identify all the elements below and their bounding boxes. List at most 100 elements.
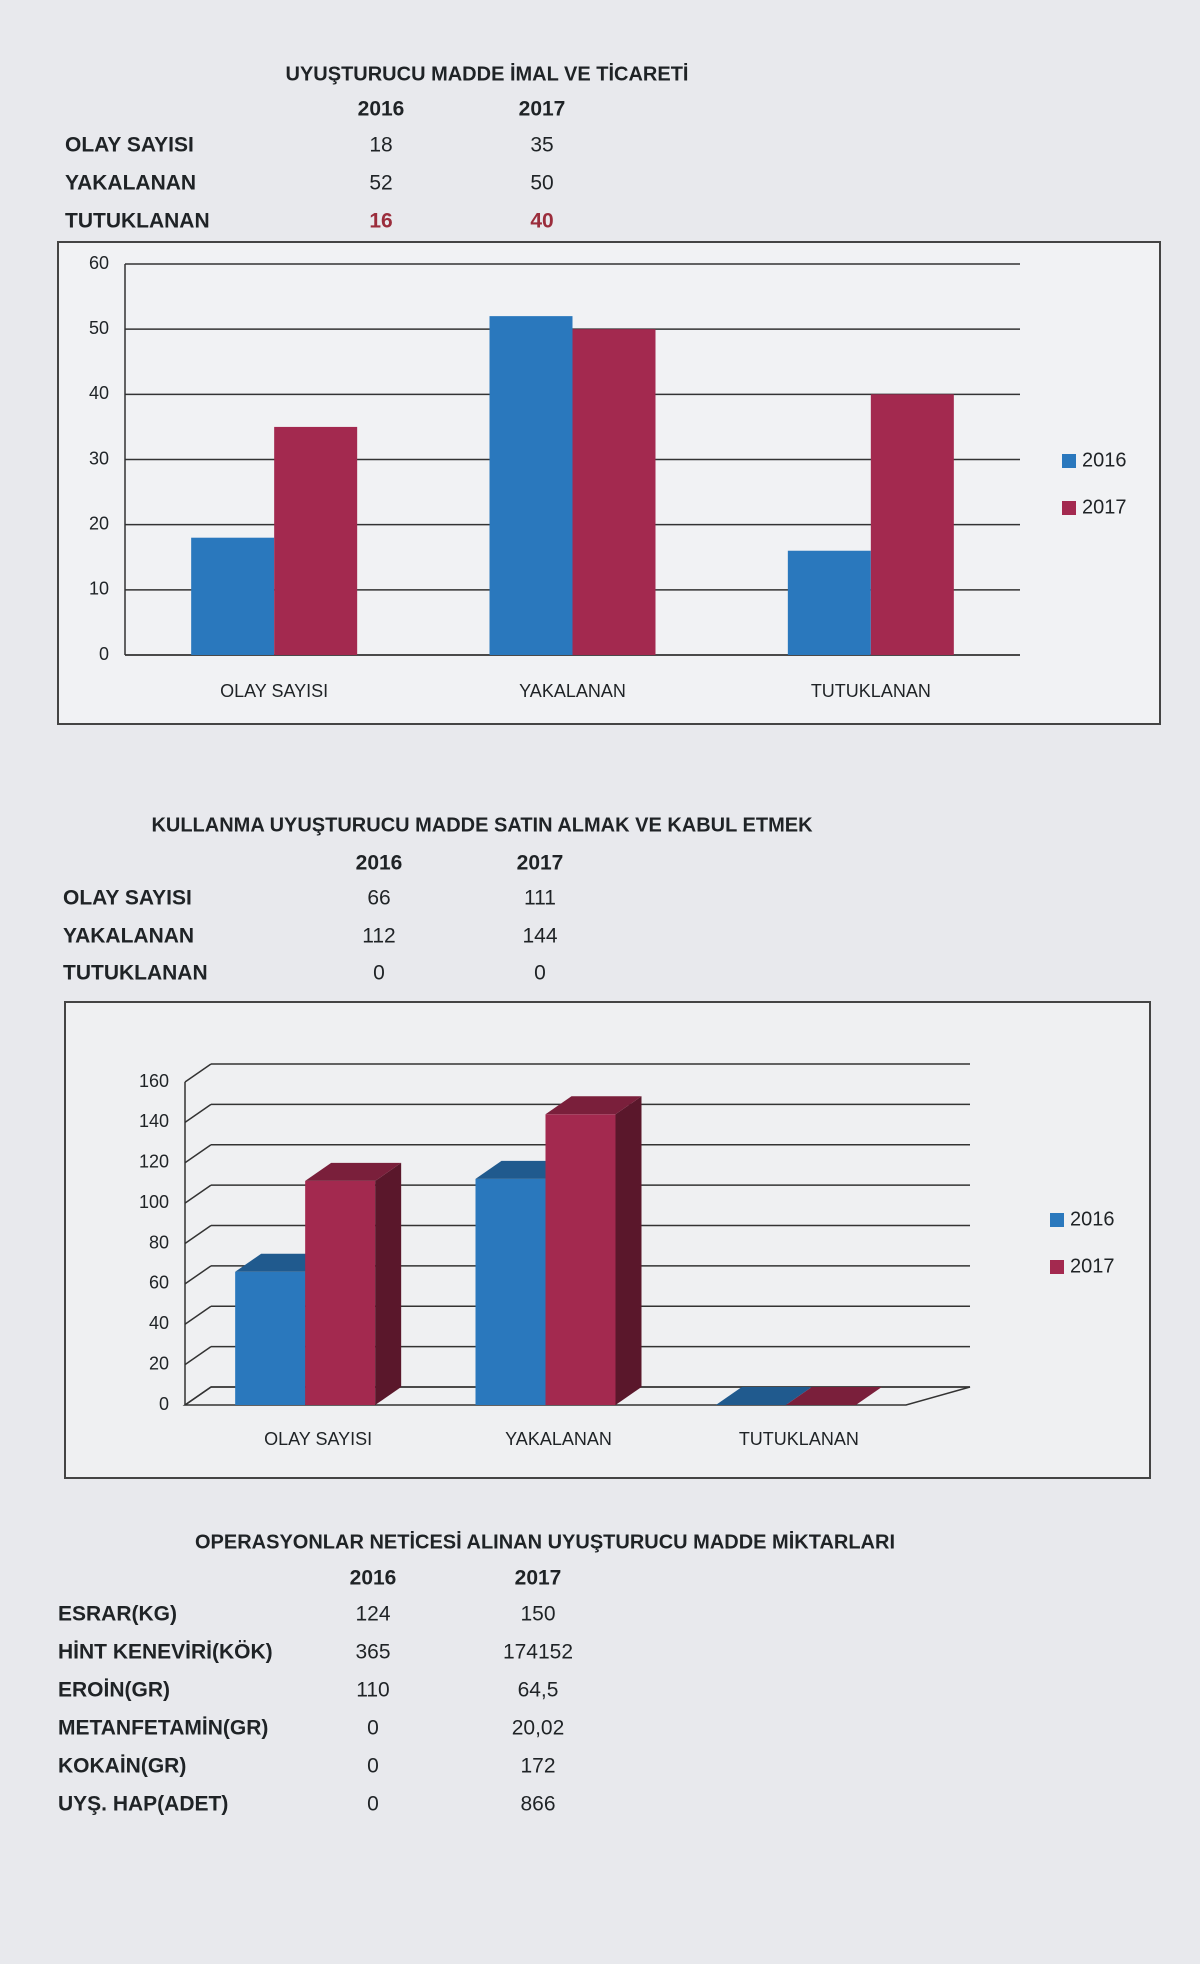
legend-label: 2016	[1082, 449, 1127, 471]
y-tick-label: 80	[149, 1232, 169, 1252]
grid-line	[184, 1184, 212, 1204]
legend-swatch	[1050, 1213, 1064, 1227]
bar	[870, 394, 954, 655]
y-tick-label: 60	[89, 253, 109, 273]
y-tick-label: 50	[89, 318, 109, 338]
legend-swatch	[1062, 501, 1076, 515]
table-cell: 866	[520, 1793, 555, 1816]
table-cell: 110	[356, 1679, 389, 1702]
row-label: KOKAİN(GR)	[58, 1755, 186, 1778]
table-cell: 365	[355, 1641, 390, 1664]
bar-top	[715, 1387, 812, 1405]
table-cell: 0	[534, 962, 546, 985]
bar-front	[235, 1271, 306, 1405]
row-label: OLAY SAYISI	[63, 887, 192, 910]
bar-front	[305, 1180, 376, 1405]
x-tick-label: YAKALANAN	[519, 681, 626, 701]
legend-label: 2017	[1082, 496, 1127, 518]
bar-front	[475, 1178, 546, 1405]
y-tick-label: 160	[139, 1071, 169, 1091]
row-label: HİNT KENEVİRİ(KÖK)	[58, 1641, 273, 1664]
y-tick-label: 0	[159, 1394, 169, 1414]
table-cell: 16	[369, 210, 392, 233]
table-cell: 174152	[503, 1641, 573, 1664]
bar-top	[545, 1096, 642, 1115]
y-tick-label: 20	[89, 513, 109, 533]
bar	[191, 537, 275, 655]
x-tick-label: OLAY SAYISI	[220, 681, 328, 701]
table-cell: 20,02	[512, 1717, 565, 1740]
table-cell: 124	[355, 1603, 390, 1626]
table-cell: 0	[367, 1755, 379, 1778]
section-title: UYUŞTURUCU MADDE İMAL VE TİCARETİ	[286, 62, 689, 85]
y-tick-label: 100	[139, 1192, 169, 1212]
grid-line	[184, 1305, 212, 1325]
bar-side	[615, 1096, 642, 1405]
y-tick-label: 10	[89, 579, 109, 599]
column-header: 2016	[356, 852, 403, 875]
table-cell: 0	[367, 1793, 379, 1816]
legend-label: 2016	[1070, 1208, 1115, 1230]
row-label: EROİN(GR)	[58, 1679, 170, 1702]
table-cell: 40	[530, 210, 553, 233]
grid-line	[184, 1265, 212, 1285]
column-header: 2016	[358, 98, 405, 121]
x-tick-label: TUTUKLANAN	[739, 1429, 859, 1449]
grid-line	[184, 1346, 212, 1366]
row-label: METANFETAMİN(GR)	[58, 1717, 268, 1740]
x-tick-label: YAKALANAN	[505, 1429, 612, 1449]
legend-swatch	[1062, 454, 1076, 468]
row-label: YAKALANAN	[63, 925, 194, 948]
legend-label: 2017	[1070, 1255, 1115, 1277]
table-cell: 18	[369, 134, 392, 157]
column-header: 2017	[519, 98, 566, 121]
bar-front	[545, 1114, 616, 1405]
y-tick-label: 30	[89, 448, 109, 468]
grid-line	[184, 1144, 212, 1164]
section-title: OPERASYONLAR NETİCESİ ALINAN UYUŞTURUCU …	[195, 1530, 895, 1553]
y-tick-label: 140	[139, 1111, 169, 1131]
grid-line	[184, 1103, 212, 1123]
column-header: 2017	[517, 852, 564, 875]
y-tick-label: 120	[139, 1152, 169, 1172]
y-tick-label: 0	[99, 644, 109, 664]
bar-top	[305, 1162, 402, 1181]
table-cell: 150	[520, 1603, 555, 1626]
row-label: OLAY SAYISI	[65, 134, 194, 157]
legend-swatch	[1050, 1260, 1064, 1274]
table-cell: 111	[524, 887, 556, 910]
table-cell: 0	[373, 962, 385, 985]
row-label: YAKALANAN	[65, 172, 196, 195]
column-header: 2017	[515, 1567, 562, 1590]
grid-line	[184, 1063, 212, 1083]
row-label: ESRAR(KG)	[58, 1603, 177, 1626]
row-label: UYŞ. HAP(ADET)	[58, 1793, 228, 1816]
table-cell: 64,5	[518, 1679, 559, 1702]
y-tick-label: 40	[89, 383, 109, 403]
x-tick-label: OLAY SAYISI	[264, 1429, 372, 1449]
section-title: KULLANMA UYUŞTURUCU MADDE SATIN ALMAK VE…	[151, 814, 813, 836]
table-cell: 172	[520, 1755, 555, 1778]
floor	[182, 1386, 971, 1406]
bar-top	[785, 1387, 882, 1405]
x-tick-label: TUTUKLANAN	[811, 681, 931, 701]
bar-side	[375, 1162, 402, 1405]
grid-line	[184, 1224, 212, 1245]
table-cell: 66	[367, 887, 390, 910]
column-header: 2016	[350, 1567, 397, 1590]
row-label: TUTUKLANAN	[65, 210, 210, 233]
table-cell: 112	[362, 925, 395, 948]
y-tick-label: 20	[149, 1353, 169, 1373]
bar	[274, 426, 358, 655]
table-cell: 144	[522, 925, 557, 948]
bar	[787, 550, 871, 655]
bar	[489, 316, 573, 655]
y-tick-label: 40	[149, 1313, 169, 1333]
bar	[572, 329, 656, 655]
table-cell: 52	[369, 172, 392, 195]
table-cell: 0	[367, 1717, 379, 1740]
row-label: TUTUKLANAN	[63, 962, 208, 985]
table-cell: 50	[530, 172, 553, 195]
table-cell: 35	[530, 134, 553, 157]
